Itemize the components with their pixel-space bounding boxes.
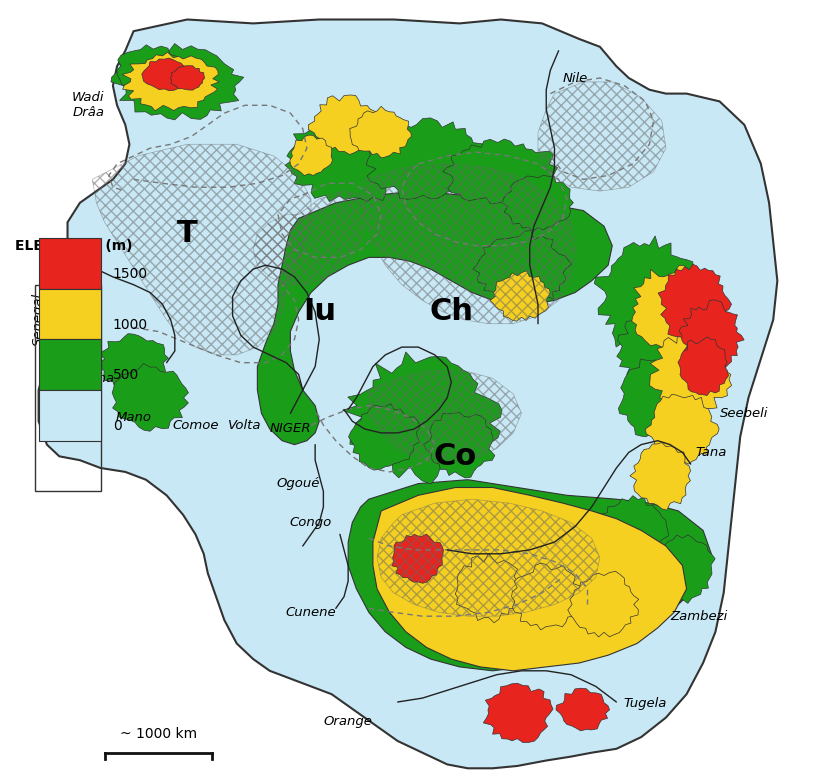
Polygon shape: [679, 300, 744, 369]
Polygon shape: [38, 20, 777, 768]
Polygon shape: [373, 488, 686, 671]
Polygon shape: [568, 571, 639, 637]
Text: 500: 500: [113, 368, 139, 382]
Text: Iu: Iu: [302, 297, 336, 327]
Text: T: T: [177, 219, 198, 249]
Polygon shape: [170, 66, 204, 90]
Text: Wadi
Drâa: Wadi Drâa: [72, 91, 105, 119]
Polygon shape: [348, 404, 420, 470]
Polygon shape: [142, 58, 189, 90]
Text: Congo: Congo: [290, 516, 332, 529]
Polygon shape: [285, 108, 427, 201]
Text: Co: Co: [434, 441, 477, 471]
Text: Volta: Volta: [229, 419, 262, 431]
Polygon shape: [97, 334, 169, 390]
Text: Senegal: Senegal: [32, 293, 45, 346]
Polygon shape: [618, 359, 698, 441]
Text: Comoe: Comoe: [172, 419, 219, 431]
Text: Seebeli: Seebeli: [720, 407, 769, 420]
Polygon shape: [366, 118, 485, 199]
Polygon shape: [484, 683, 553, 743]
Polygon shape: [392, 534, 444, 583]
Polygon shape: [342, 352, 502, 484]
Polygon shape: [488, 531, 580, 607]
Polygon shape: [473, 231, 572, 306]
Polygon shape: [455, 554, 525, 622]
Text: 1500: 1500: [113, 267, 148, 281]
Polygon shape: [658, 264, 731, 347]
Text: Nile: Nile: [563, 72, 588, 84]
Text: Kakrima: Kakrima: [61, 372, 116, 385]
Text: Orange: Orange: [324, 715, 372, 728]
Text: Tugela: Tugela: [623, 697, 667, 710]
Polygon shape: [650, 535, 715, 604]
Text: NIGER: NIGER: [269, 423, 311, 435]
Text: Cunene: Cunene: [286, 606, 337, 619]
Bar: [38, 289, 101, 339]
Text: ~ 1000 km: ~ 1000 km: [120, 727, 197, 741]
Bar: [38, 238, 101, 289]
Polygon shape: [650, 330, 731, 417]
Bar: [38, 390, 101, 441]
Text: Tana: Tana: [696, 446, 727, 459]
Text: Ch: Ch: [430, 297, 474, 327]
Polygon shape: [308, 95, 380, 154]
Text: 1000: 1000: [113, 317, 148, 332]
Polygon shape: [112, 363, 189, 431]
Polygon shape: [350, 106, 411, 158]
Bar: [38, 339, 101, 390]
Polygon shape: [290, 135, 332, 176]
Text: 0: 0: [113, 419, 121, 433]
Text: Ogoué: Ogoué: [277, 477, 320, 490]
Polygon shape: [443, 139, 558, 204]
Polygon shape: [122, 52, 219, 111]
Polygon shape: [630, 442, 691, 510]
Polygon shape: [512, 563, 581, 630]
Polygon shape: [348, 480, 711, 671]
Bar: [35, 285, 101, 491]
Polygon shape: [424, 413, 494, 478]
Polygon shape: [490, 271, 550, 321]
Text: ELEVATION (m): ELEVATION (m): [15, 239, 132, 254]
Polygon shape: [617, 299, 715, 403]
Polygon shape: [678, 337, 729, 395]
Polygon shape: [502, 176, 573, 232]
Polygon shape: [646, 395, 719, 464]
Polygon shape: [111, 44, 243, 120]
Text: Mano: Mano: [116, 411, 151, 424]
Polygon shape: [556, 688, 610, 731]
Polygon shape: [598, 495, 669, 563]
Polygon shape: [419, 515, 514, 601]
Polygon shape: [560, 544, 638, 611]
Polygon shape: [258, 191, 612, 445]
Polygon shape: [632, 265, 720, 356]
Text: Zambezi: Zambezi: [671, 610, 728, 622]
Polygon shape: [117, 44, 184, 92]
Polygon shape: [594, 236, 704, 359]
